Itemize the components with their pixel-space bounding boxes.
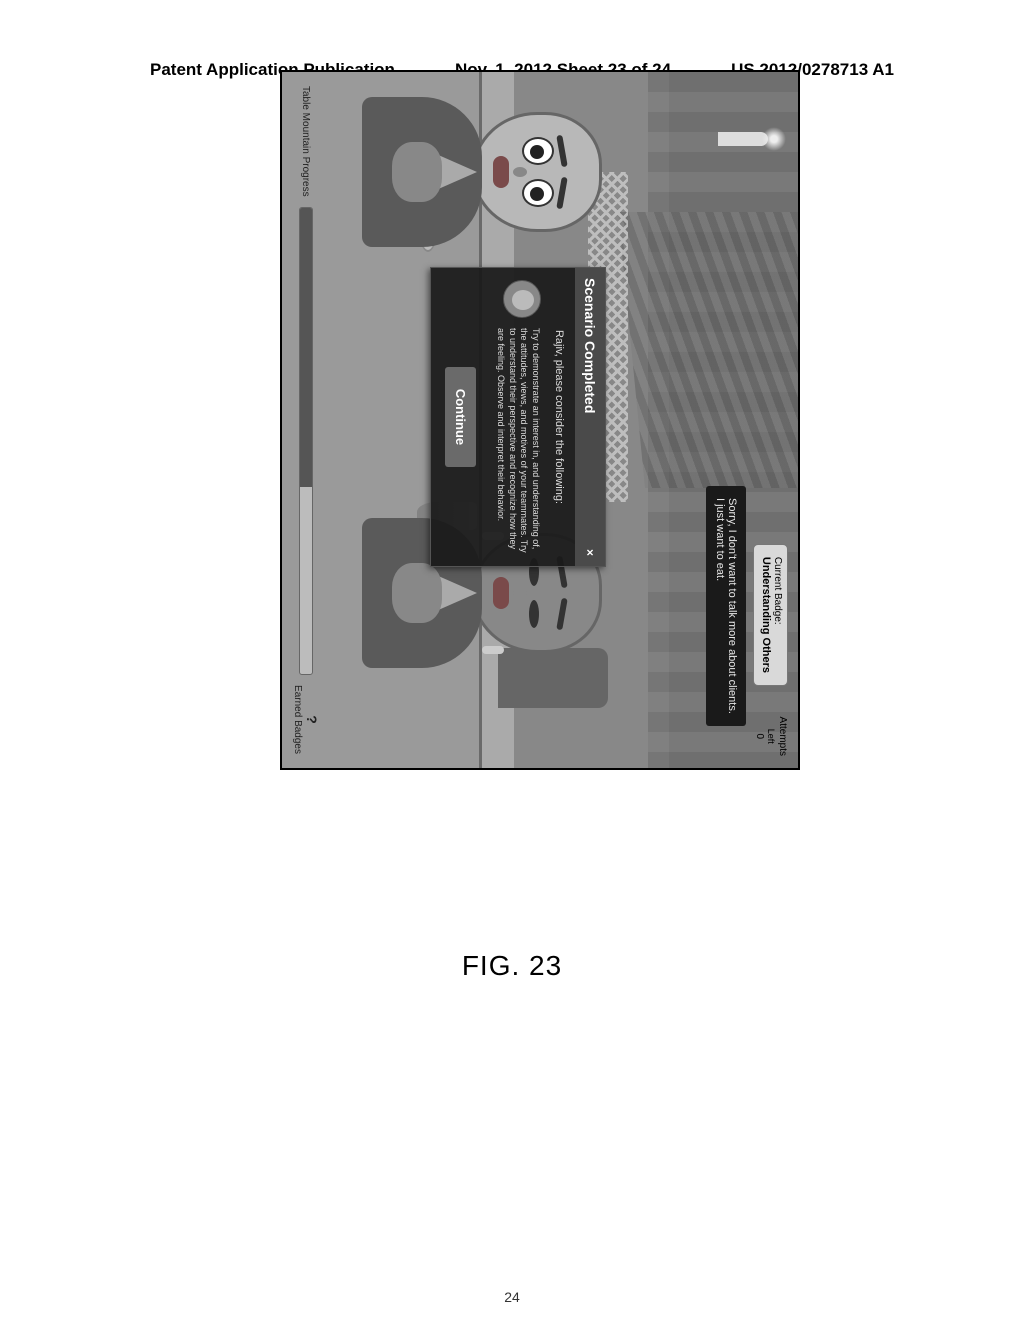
page-number: 24 <box>0 1289 1024 1305</box>
mouth <box>493 156 509 188</box>
eye <box>522 137 554 165</box>
curtain <box>618 212 798 488</box>
progress-fill <box>300 208 312 488</box>
eyebrow <box>556 177 567 210</box>
progress-label: Table Mountain Progress <box>300 86 311 197</box>
attempts-value: 0 <box>754 733 765 739</box>
speech-line: I just want to eat. <box>714 498 726 714</box>
earring <box>482 646 504 654</box>
attempts-counter: Attempts Left 0 <box>753 717 788 756</box>
earned-sub: Badges <box>292 720 303 754</box>
speech-bubble: Sorry, I don't want to talk more about c… <box>706 486 746 726</box>
face <box>472 112 602 232</box>
eyebrow <box>556 598 567 631</box>
modal-tip: Try to demonstrate an interest in, and u… <box>494 328 541 554</box>
attempts-label: Attempts <box>776 717 788 756</box>
speech-line: Sorry, I don't want to talk more about c… <box>726 498 738 714</box>
torso <box>362 97 482 247</box>
scenario-modal: Scenario Completed × Rajiv, please consi… <box>430 267 606 567</box>
coach-avatar-icon <box>503 280 541 318</box>
eye <box>522 179 554 207</box>
modal-subtitle: Rajiv, please consider the following: <box>547 268 575 566</box>
help-icon[interactable]: ? <box>304 685 319 754</box>
attempts-sub: Left <box>765 717 776 756</box>
eyebrow <box>556 135 567 168</box>
modal-titlebar: Scenario Completed × <box>575 268 605 566</box>
badge-label: Current Badge: <box>772 557 783 673</box>
progress-bar <box>299 207 313 675</box>
hands <box>392 563 442 623</box>
eye <box>529 600 539 628</box>
nose <box>513 588 527 598</box>
close-icon[interactable]: × <box>583 549 597 556</box>
progress-footer: Table Mountain Progress ? Earned Badges <box>292 86 319 754</box>
modal-title: Scenario Completed <box>582 278 598 413</box>
earned-label: Earned <box>292 685 303 717</box>
continue-button[interactable]: Continue <box>445 367 476 467</box>
nose <box>513 167 527 177</box>
badge-name: Understanding Others <box>760 557 772 673</box>
current-badge-chip: Current Badge: Understanding Others <box>753 544 788 686</box>
figure-screenshot: Current Badge: Understanding Others Atte… <box>280 70 800 770</box>
hands <box>392 142 442 202</box>
candle <box>718 132 768 146</box>
mouth <box>493 577 509 609</box>
chair <box>498 648 608 708</box>
figure-label: FIG. 23 <box>462 950 562 982</box>
earned-badges[interactable]: ? Earned Badges <box>292 685 319 754</box>
character-left <box>362 112 602 232</box>
